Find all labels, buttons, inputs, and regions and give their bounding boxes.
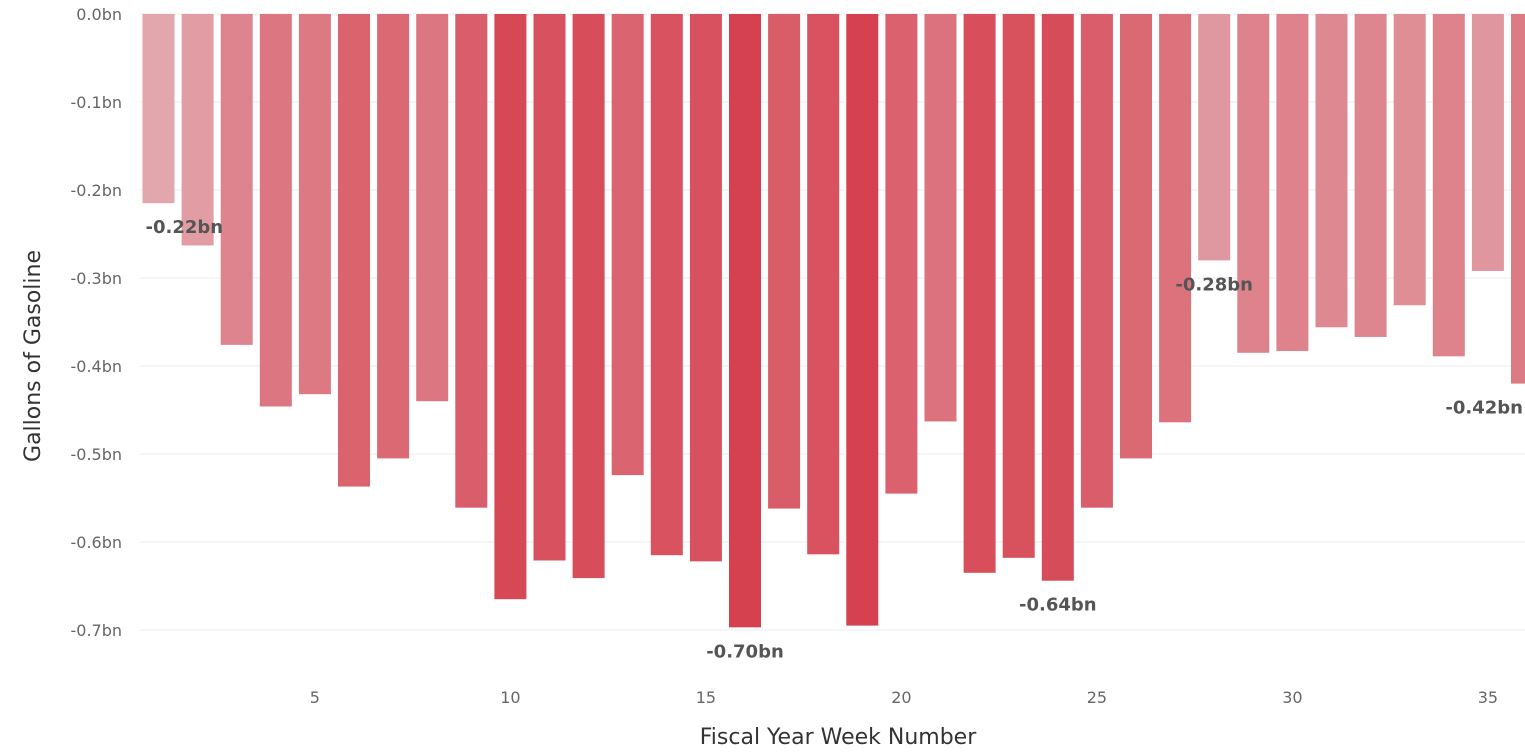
bar-week-3 bbox=[220, 14, 253, 345]
bar-series bbox=[142, 14, 1525, 628]
y-tick-label: -0.7bn bbox=[70, 621, 122, 640]
data-label: -0.22bn bbox=[146, 217, 224, 238]
x-tick-label: 30 bbox=[1282, 688, 1302, 707]
bar-week-24 bbox=[1041, 14, 1074, 581]
bar-week-35 bbox=[1471, 14, 1504, 271]
bar-week-25 bbox=[1080, 14, 1113, 508]
x-axis-ticks: 5 10 15 20 25 30 35 bbox=[310, 688, 1498, 707]
bar-week-36 bbox=[1511, 14, 1525, 384]
bar-week-30 bbox=[1276, 14, 1309, 352]
bar-week-34 bbox=[1432, 14, 1465, 357]
bar-week-17 bbox=[768, 14, 801, 509]
bar-week-31 bbox=[1315, 14, 1348, 328]
bar-week-13 bbox=[611, 14, 644, 476]
x-tick-label: 35 bbox=[1478, 688, 1498, 707]
bar-week-9 bbox=[455, 14, 488, 508]
bar-week-28 bbox=[1198, 14, 1231, 261]
bar-week-7 bbox=[377, 14, 410, 459]
y-axis-title: Gallons of Gasoline bbox=[21, 250, 46, 462]
bar-week-22 bbox=[963, 14, 996, 573]
y-tick-label: -0.3bn bbox=[70, 269, 122, 288]
y-tick-label: -0.2bn bbox=[70, 181, 122, 200]
bar-week-5 bbox=[298, 14, 331, 395]
bar-week-21 bbox=[924, 14, 957, 422]
data-label: -0.28bn bbox=[1175, 274, 1253, 295]
x-tick-label: 15 bbox=[696, 688, 716, 707]
bar-week-20 bbox=[885, 14, 918, 494]
x-axis-title: Fiscal Year Week Number bbox=[700, 725, 977, 750]
bar-week-23 bbox=[1002, 14, 1035, 558]
y-tick-label: -0.6bn bbox=[70, 533, 122, 552]
bar-week-10 bbox=[494, 14, 527, 600]
bar-week-33 bbox=[1393, 14, 1426, 306]
bar-week-19 bbox=[846, 14, 879, 626]
data-label: -0.64bn bbox=[1019, 595, 1097, 616]
bar-week-14 bbox=[650, 14, 683, 556]
bar-week-16 bbox=[729, 14, 761, 628]
bar-week-27 bbox=[1159, 14, 1192, 423]
bar-week-12 bbox=[572, 14, 605, 579]
bar-week-26 bbox=[1120, 14, 1152, 459]
bar-week-15 bbox=[689, 14, 722, 562]
x-tick-label: 20 bbox=[891, 688, 911, 707]
bar-week-1 bbox=[142, 14, 175, 204]
y-tick-label: -0.4bn bbox=[70, 357, 122, 376]
bar-week-18 bbox=[807, 14, 840, 555]
x-tick-label: 25 bbox=[1087, 688, 1107, 707]
y-tick-label: -0.5bn bbox=[70, 445, 122, 464]
bar-week-2 bbox=[181, 14, 214, 246]
y-axis-ticks: 0.0bn -0.1bn -0.2bn -0.3bn -0.4bn -0.5bn -0.6b… bbox=[70, 5, 122, 640]
bar-week-32 bbox=[1354, 14, 1387, 337]
x-tick-label: 5 bbox=[310, 688, 320, 707]
bar-week-8 bbox=[416, 14, 449, 402]
bar-week-6 bbox=[338, 14, 370, 487]
data-labels: -0.22bn -0.70bn -0.64bn -0.28bn -0.42bn bbox=[146, 217, 1524, 662]
y-tick-label: 0.0bn bbox=[76, 5, 122, 24]
y-tick-label: -0.1bn bbox=[70, 93, 122, 112]
data-label: -0.42bn bbox=[1445, 398, 1523, 419]
bar-week-4 bbox=[259, 14, 292, 407]
bar-week-11 bbox=[533, 14, 566, 561]
x-tick-label: 10 bbox=[500, 688, 520, 707]
bar-week-29 bbox=[1237, 14, 1270, 353]
data-label: -0.70bn bbox=[706, 641, 784, 662]
